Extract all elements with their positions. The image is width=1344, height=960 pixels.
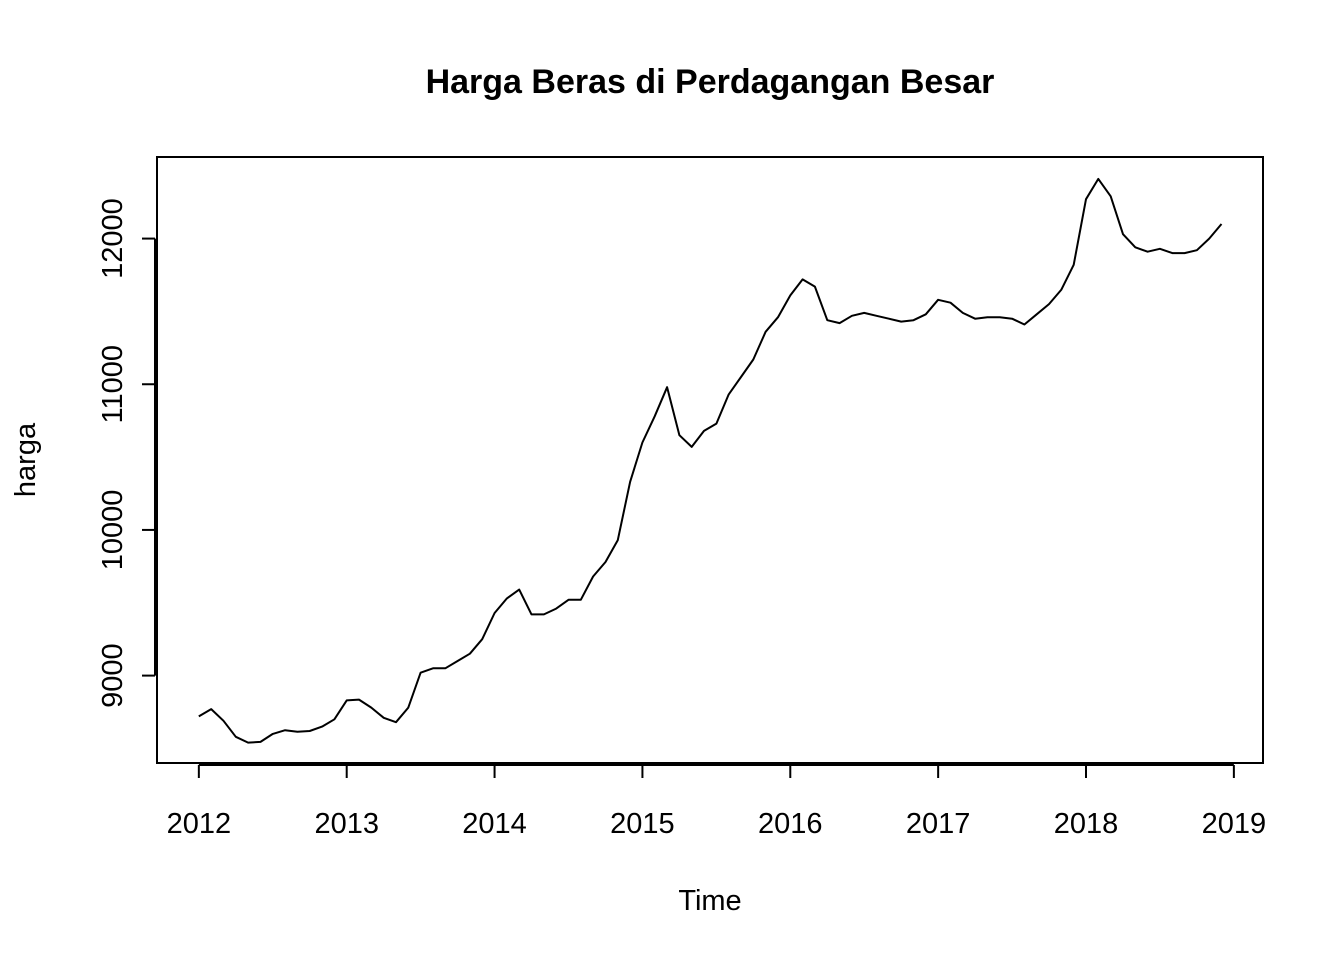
chart-title: Harga Beras di Perdagangan Besar	[426, 63, 995, 101]
x-axis-label: Time	[678, 885, 741, 917]
series-line	[198, 177, 1223, 744]
x-axis: 2012 2013 2014 2015 2016 2017 2018 2019	[167, 764, 1267, 840]
x-tick-label: 2012	[167, 808, 232, 840]
x-tick-label: 2013	[314, 808, 379, 840]
plot-area-frame	[156, 156, 1264, 764]
x-tick-label: 2019	[1202, 808, 1267, 840]
x-tick-label: 2015	[610, 808, 675, 840]
y-tick-label: 11000	[97, 345, 129, 424]
y-axis: 9000 10000 11000 12000	[97, 198, 156, 708]
y-axis-label: harga	[10, 422, 42, 497]
y-tick-label: 10000	[97, 490, 129, 571]
x-tick-label: 2014	[462, 808, 527, 840]
x-tick-label: 2017	[906, 808, 971, 840]
x-tick-label: 2018	[1054, 808, 1119, 840]
y-tick-label: 12000	[97, 198, 129, 279]
x-tick-label: 2016	[758, 808, 823, 840]
y-tick-label: 9000	[97, 643, 129, 708]
